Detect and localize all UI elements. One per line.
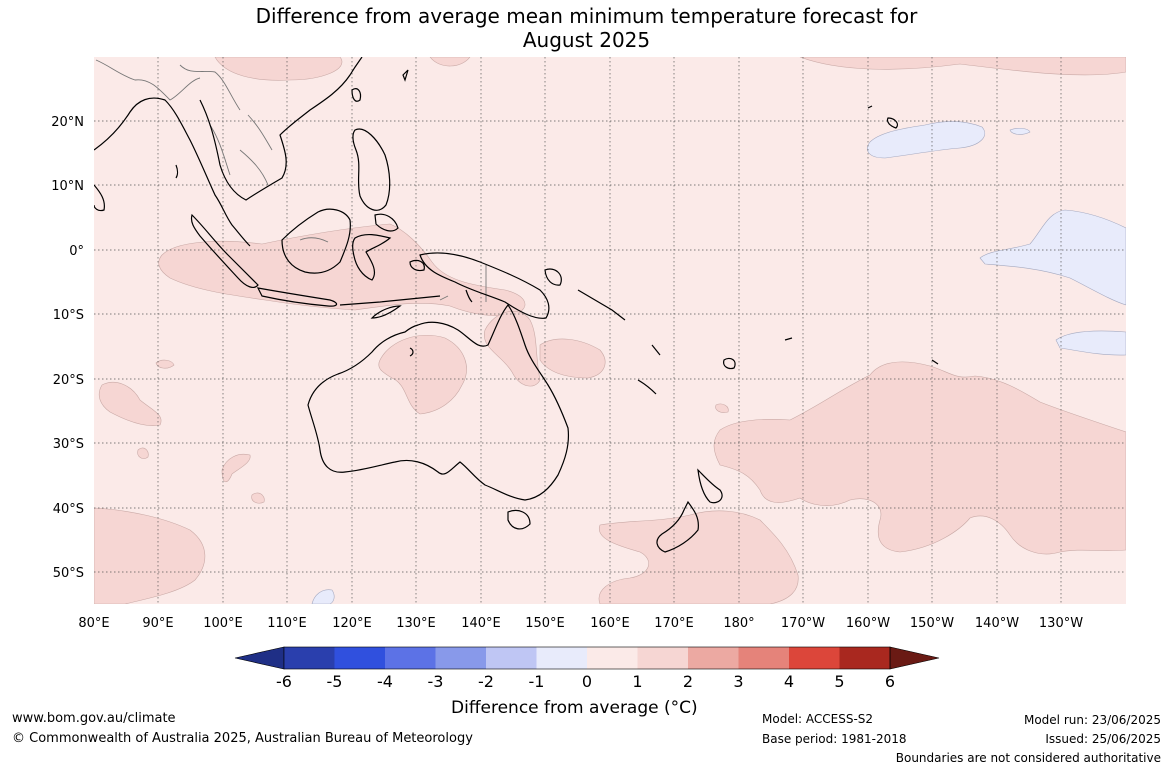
colorbar-tick: 5 bbox=[834, 672, 844, 691]
base-period: Base period: 1981-2018 bbox=[762, 732, 907, 746]
lon-label-180: 180° bbox=[723, 616, 754, 631]
colorbar-tick-labels: -6 -5 -4 -3 -2 -1 0 1 2 3 4 5 6 bbox=[276, 672, 895, 691]
colorbar-segment bbox=[637, 647, 688, 669]
copyright-notice: © Commonwealth of Australia 2025, Austra… bbox=[12, 731, 473, 746]
colorbar-tick: -6 bbox=[276, 672, 292, 691]
lon-label-150e: 150°E bbox=[525, 616, 565, 631]
colorbar-tick: 2 bbox=[683, 672, 693, 691]
colorbar-segment bbox=[486, 647, 537, 669]
title-line-2: August 2025 bbox=[522, 28, 651, 52]
lon-label-100e: 100°E bbox=[203, 616, 243, 631]
map-title: Difference from average mean minimum tem… bbox=[0, 4, 1173, 52]
forecast-map: 20°N 10°N 0° 10°S 20°S 30°S 40°S 50°S 80… bbox=[51, 57, 1126, 691]
issued-date: Issued: 25/06/2025 bbox=[1045, 732, 1161, 746]
model-run-date: Model run: 23/06/2025 bbox=[1023, 713, 1161, 727]
lon-label-120e: 120°E bbox=[332, 616, 372, 631]
colorbar-segment bbox=[587, 647, 638, 669]
lon-label-140e: 140°E bbox=[461, 616, 501, 631]
colorbar-tick: 1 bbox=[632, 672, 642, 691]
colorbar-tick: 0 bbox=[582, 672, 592, 691]
lon-label-170e: 170°E bbox=[654, 616, 694, 631]
colorbar-segment bbox=[435, 647, 486, 669]
lon-label-130w: 130°W bbox=[1039, 616, 1083, 631]
colorbar-segment bbox=[789, 647, 840, 669]
warm-anomaly-patches bbox=[94, 57, 1126, 604]
colorbar-tick: 4 bbox=[784, 672, 794, 691]
colorbar-low-extend bbox=[234, 646, 285, 670]
colorbar-label: Difference from average (°C) bbox=[451, 698, 698, 718]
lon-label-130e: 130°E bbox=[396, 616, 436, 631]
colorbar-tick: -1 bbox=[529, 672, 545, 691]
lon-label-170w: 170°W bbox=[781, 616, 825, 631]
colorbar-tick: -3 bbox=[428, 672, 444, 691]
lat-label-20s: 20°S bbox=[53, 373, 84, 388]
colorbar-tick: 6 bbox=[885, 672, 895, 691]
country-borders bbox=[95, 59, 487, 302]
colorbar-segment bbox=[839, 647, 890, 669]
longitude-labels: 80°E 90°E 100°E 110°E 120°E 130°E 140°E … bbox=[78, 616, 1083, 631]
colorbar-tick: 3 bbox=[733, 672, 743, 691]
colorbar-segment bbox=[536, 647, 587, 669]
colorbar-segment bbox=[738, 647, 789, 669]
lat-label-0: 0° bbox=[69, 244, 84, 259]
title-line-1: Difference from average mean minimum tem… bbox=[255, 4, 918, 28]
colorbar-segment bbox=[284, 647, 335, 669]
latitude-labels: 20°N 10°N 0° 10°S 20°S 30°S 40°S 50°S bbox=[51, 115, 84, 581]
lon-label-140w: 140°W bbox=[975, 616, 1019, 631]
lat-label-10s: 10°S bbox=[53, 308, 84, 323]
lat-label-50s: 50°S bbox=[53, 566, 84, 581]
model-name: Model: ACCESS-S2 bbox=[762, 712, 874, 726]
colorbar-segment bbox=[385, 647, 436, 669]
lat-label-30s: 30°S bbox=[53, 437, 84, 452]
colorbar: -6 -5 -4 -3 -2 -1 0 1 2 3 4 5 6 bbox=[234, 646, 940, 691]
lon-label-160e: 160°E bbox=[590, 616, 630, 631]
website-link[interactable]: www.bom.gov.au/climate bbox=[12, 711, 176, 726]
colorbar-tick: -2 bbox=[478, 672, 494, 691]
colorbar-high-extend bbox=[889, 646, 940, 670]
map-area bbox=[94, 57, 1126, 604]
colorbar-tick: -5 bbox=[327, 672, 343, 691]
lat-label-40s: 40°S bbox=[53, 502, 84, 517]
colorbar-segment bbox=[334, 647, 385, 669]
colorbar-tick: -4 bbox=[377, 672, 393, 691]
lat-label-10n: 10°N bbox=[51, 179, 84, 194]
coastlines bbox=[94, 57, 939, 553]
lon-label-90e: 90°E bbox=[142, 616, 173, 631]
colorbar-segment bbox=[688, 647, 739, 669]
boundary-disclaimer: Boundaries are not considered authoritat… bbox=[895, 751, 1161, 765]
graticule bbox=[94, 57, 1126, 604]
lon-label-150w: 150°W bbox=[910, 616, 954, 631]
cool-anomaly-patches bbox=[311, 121, 1126, 604]
lon-label-110e: 110°E bbox=[267, 616, 307, 631]
lat-label-20n: 20°N bbox=[51, 115, 84, 130]
lon-label-80e: 80°E bbox=[78, 616, 109, 631]
lon-label-160w: 160°W bbox=[846, 616, 890, 631]
